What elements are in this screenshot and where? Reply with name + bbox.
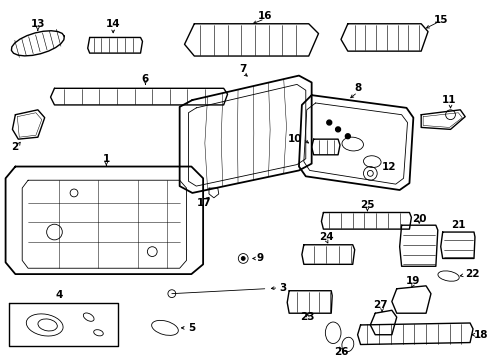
Text: 13: 13 — [31, 19, 45, 29]
Text: 9: 9 — [256, 253, 264, 264]
Text: 19: 19 — [406, 276, 420, 286]
Text: 16: 16 — [257, 11, 271, 21]
Text: 3: 3 — [279, 283, 286, 293]
Circle shape — [241, 257, 244, 260]
Text: 7: 7 — [239, 64, 246, 74]
Text: 18: 18 — [473, 330, 488, 340]
Text: 15: 15 — [432, 15, 447, 25]
Text: 17: 17 — [196, 198, 211, 208]
Text: 4: 4 — [56, 289, 63, 300]
Text: 23: 23 — [300, 312, 314, 322]
Circle shape — [335, 127, 340, 132]
Text: 21: 21 — [450, 220, 465, 230]
Text: 14: 14 — [105, 19, 120, 29]
Text: 11: 11 — [440, 95, 455, 105]
Text: 8: 8 — [353, 83, 361, 93]
Circle shape — [326, 120, 331, 125]
Circle shape — [345, 134, 349, 139]
Text: 6: 6 — [142, 73, 149, 84]
Text: 10: 10 — [287, 134, 301, 144]
Text: 27: 27 — [372, 300, 386, 310]
Text: 2: 2 — [11, 142, 18, 152]
Text: 24: 24 — [318, 232, 333, 242]
Text: 26: 26 — [333, 347, 347, 357]
Text: 25: 25 — [360, 200, 374, 210]
Text: 1: 1 — [102, 154, 110, 164]
Text: 22: 22 — [464, 269, 479, 279]
Text: 20: 20 — [411, 214, 426, 224]
Text: 5: 5 — [188, 323, 195, 333]
Text: 12: 12 — [381, 162, 396, 171]
